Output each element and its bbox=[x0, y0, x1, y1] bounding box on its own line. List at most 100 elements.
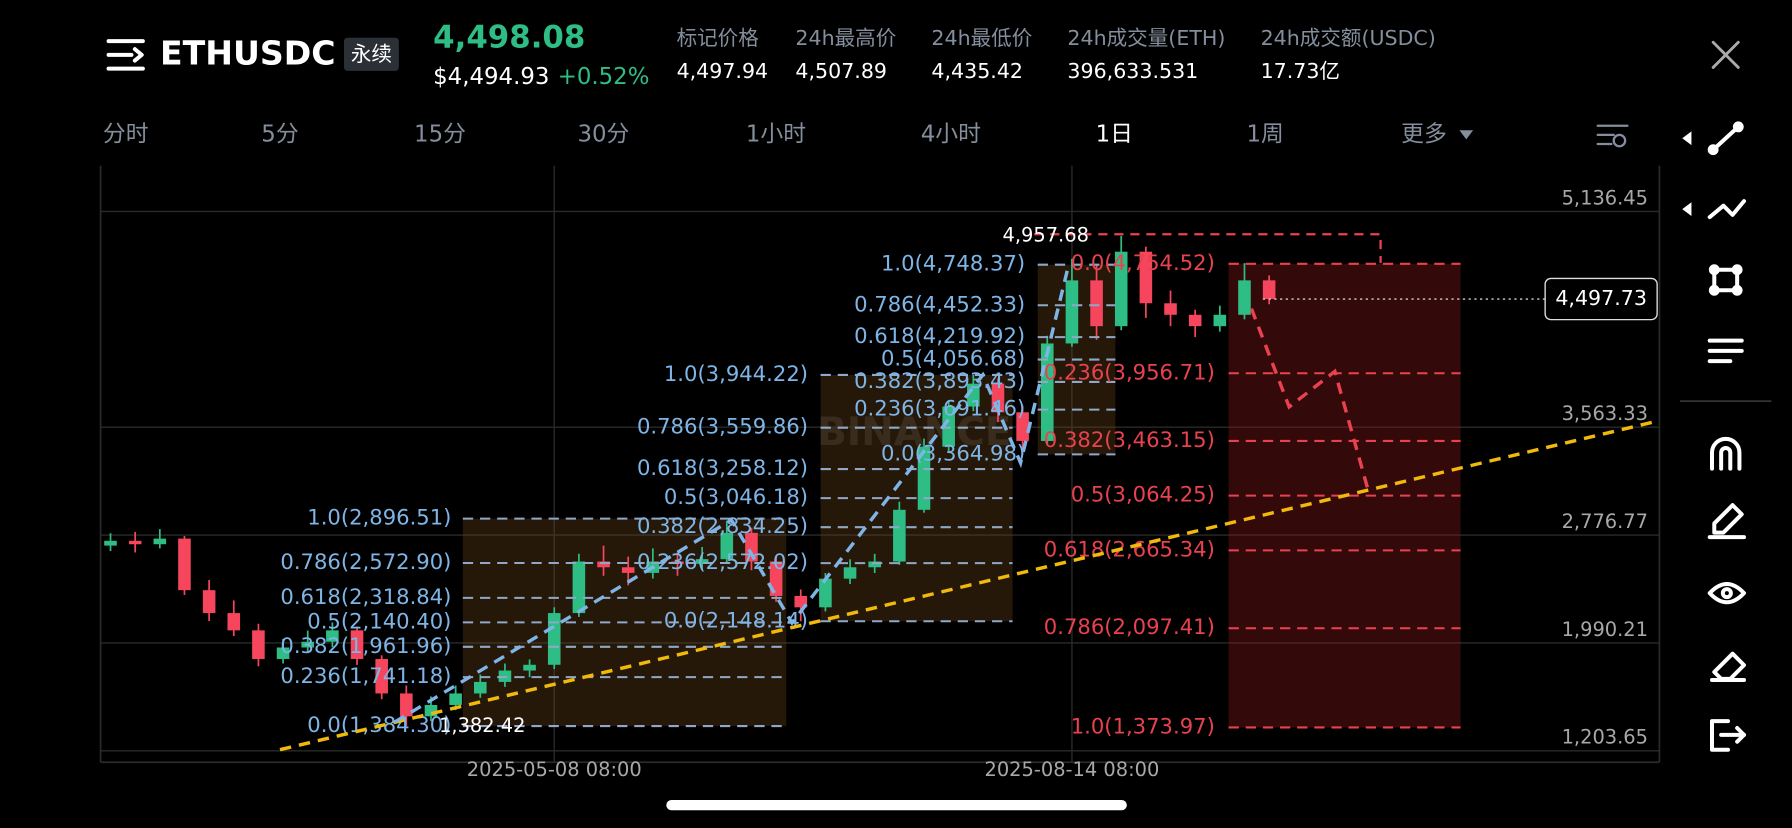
candle-body bbox=[326, 630, 339, 642]
trendline bbox=[279, 418, 1660, 752]
tab[interactable]: 15分 bbox=[414, 121, 466, 147]
magnet-tool[interactable] bbox=[1710, 436, 1742, 471]
y-tick-label: 2,776.77 bbox=[1562, 510, 1648, 533]
candle-body bbox=[424, 704, 438, 717]
candle-body bbox=[1238, 280, 1251, 315]
current-price-tag bbox=[1544, 277, 1658, 321]
fib-tool[interactable] bbox=[1707, 199, 1746, 220]
tab[interactable]: 1小时 bbox=[746, 121, 806, 147]
candle-body bbox=[104, 540, 117, 546]
fib-label: 0.5(3,064.25) bbox=[1071, 482, 1215, 507]
fib-label: 1.0(3,944.22) bbox=[664, 361, 808, 386]
fib-label: 0.382(1,961.96) bbox=[280, 633, 451, 658]
candle-body bbox=[621, 567, 635, 573]
fib-label: 0.236(2,572.02) bbox=[637, 549, 808, 574]
price-annotation: 4,957.68 bbox=[1003, 223, 1089, 246]
candle-body bbox=[1016, 412, 1029, 441]
candle-body bbox=[917, 446, 931, 510]
home-indicator bbox=[666, 800, 1127, 811]
candle-body bbox=[597, 561, 610, 568]
candle-body bbox=[1114, 251, 1128, 327]
current-price-label: 4,497.73 bbox=[1555, 286, 1647, 310]
stat-label: 24h成交额(USDC) bbox=[1261, 26, 1436, 50]
tab[interactable]: 30分 bbox=[577, 121, 629, 147]
stat-value: 4,497.94 bbox=[677, 59, 769, 83]
settings-icon[interactable] bbox=[1596, 124, 1629, 148]
candle-body bbox=[1188, 314, 1202, 327]
tab[interactable]: 分时 bbox=[103, 121, 149, 147]
fib-label: 0.236(1,741.18) bbox=[280, 663, 451, 688]
fib-label: 0.0(4,754.52) bbox=[1071, 250, 1215, 275]
x-tick-label: 2025-08-14 08:00 bbox=[984, 758, 1159, 781]
candle-body bbox=[1139, 251, 1153, 304]
symbol[interactable]: ETHUSDC bbox=[160, 33, 336, 72]
menu-icon[interactable] bbox=[106, 39, 145, 71]
expand-arrow bbox=[1682, 131, 1692, 146]
stat-label: 24h最低价 bbox=[931, 26, 1032, 50]
shape-tool[interactable] bbox=[1708, 264, 1743, 296]
tab[interactable]: 1周 bbox=[1246, 121, 1283, 147]
tab[interactable]: 1日 bbox=[1096, 121, 1133, 147]
candle-body bbox=[301, 641, 315, 648]
badge-bg bbox=[344, 37, 399, 71]
fib-label: 0.5(4,056.68) bbox=[881, 346, 1025, 371]
badge: 永续 bbox=[351, 42, 392, 66]
fib-label: 1.0(4,748.37) bbox=[881, 251, 1025, 276]
visibility-tool[interactable] bbox=[1707, 582, 1746, 605]
candle-body bbox=[227, 613, 241, 631]
exit-tool[interactable] bbox=[1710, 719, 1746, 752]
chart-layer: 1,203.65 1,990.21 2,776.77 3,563.33 5,136.45… bbox=[104, 186, 1660, 781]
last-price: 4,498.08 bbox=[433, 19, 585, 55]
fib-label: 0.618(4,219.92) bbox=[854, 323, 1025, 348]
candle-body bbox=[375, 659, 388, 694]
y-tick-label: 5,136.45 bbox=[1562, 186, 1648, 209]
candle-body bbox=[547, 613, 561, 665]
candle-body bbox=[1090, 280, 1103, 327]
candle-body bbox=[794, 595, 808, 608]
candle-body bbox=[942, 406, 955, 447]
timeframe-tabs: 分时 5分 15分 30分 1小时 4小时 1日 1周 更多 bbox=[103, 121, 1447, 147]
fib-label: 0.382(3,893.43) bbox=[854, 368, 1025, 393]
more-arrow bbox=[1459, 130, 1474, 140]
fib-label: 0.0(3,364.98) bbox=[881, 440, 1025, 465]
fib-label: 1.0(2,896.51) bbox=[307, 505, 451, 530]
fib-label: 0.618(2,318.84) bbox=[280, 584, 451, 609]
candle-body bbox=[1065, 280, 1079, 344]
candle-body bbox=[819, 578, 832, 608]
candle-body bbox=[893, 509, 906, 562]
fib-label: 0.0(2,148.14) bbox=[664, 607, 808, 632]
fib-label: 0.786(4,452.33) bbox=[854, 291, 1025, 316]
fib-label: 1.0(1,373.97) bbox=[1071, 713, 1215, 738]
candle-body bbox=[350, 630, 364, 660]
toolbar bbox=[1680, 121, 1772, 752]
candle-body bbox=[1164, 303, 1177, 315]
drawing bbox=[1034, 233, 1382, 263]
wave-path bbox=[393, 264, 1071, 724]
stat-value: 396,633.531 bbox=[1067, 59, 1198, 83]
draw-tool[interactable] bbox=[1707, 503, 1746, 540]
y-tick-label: 3,563.33 bbox=[1562, 402, 1648, 425]
tab[interactable]: 更多 bbox=[1401, 121, 1447, 147]
change: +0.52% bbox=[558, 64, 650, 90]
candle-body bbox=[153, 538, 167, 545]
fib-label: 0.786(3,559.86) bbox=[637, 414, 808, 439]
candle-body bbox=[474, 681, 487, 694]
tab[interactable]: 5分 bbox=[261, 121, 298, 147]
candle-body bbox=[128, 540, 142, 545]
candle-body bbox=[695, 559, 709, 564]
trendline-tool[interactable] bbox=[1707, 121, 1744, 156]
stat-value: 4,507.89 bbox=[795, 59, 887, 83]
fib-label: 0.786(2,097.41) bbox=[1044, 614, 1215, 639]
fib-label: 0.618(2,665.34) bbox=[1044, 536, 1215, 561]
fib-label: 0.382(2,834.25) bbox=[637, 513, 808, 538]
tab[interactable]: 4小时 bbox=[921, 121, 981, 147]
position-tool[interactable] bbox=[1707, 338, 1744, 364]
candle-body bbox=[868, 561, 881, 568]
stat-value: 4,435.42 bbox=[931, 59, 1023, 83]
close-button[interactable] bbox=[1711, 40, 1740, 69]
eraser-tool[interactable] bbox=[1710, 651, 1746, 682]
candle-body bbox=[572, 561, 586, 614]
y-tick-label: 1,203.65 bbox=[1562, 726, 1648, 749]
candle-body bbox=[178, 538, 191, 591]
